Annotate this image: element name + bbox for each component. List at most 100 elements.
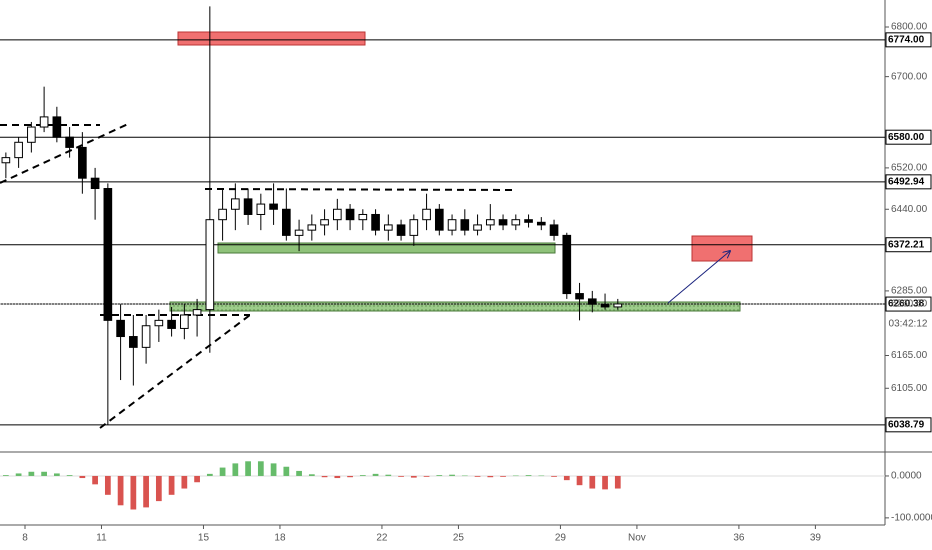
osc-bar xyxy=(232,463,239,476)
countdown: 03:42:12 xyxy=(889,319,928,330)
osc-bar xyxy=(181,475,188,489)
osc-bar xyxy=(487,475,494,478)
candle-body xyxy=(562,234,572,295)
level-label-box xyxy=(885,129,932,145)
osc-bar xyxy=(104,475,111,495)
candle-body xyxy=(256,203,266,215)
candle-body xyxy=(460,219,470,231)
osc-bar xyxy=(194,475,200,483)
candle-body xyxy=(218,208,227,221)
candle-body xyxy=(129,336,138,348)
osc-tick-label: 0.0000 xyxy=(891,471,922,482)
candle-body xyxy=(78,146,87,179)
candle-body xyxy=(320,219,329,226)
y-tick-label: 6520.00 xyxy=(891,163,928,174)
osc-bar xyxy=(206,473,213,476)
candle-body xyxy=(231,198,240,210)
osc-bar xyxy=(130,475,137,510)
osc-bar xyxy=(321,475,328,478)
candle-body xyxy=(141,325,151,348)
osc-tick-label: -100.0000 xyxy=(891,513,932,524)
osc-bar xyxy=(614,475,621,489)
candle-body xyxy=(549,224,559,236)
candle-body xyxy=(613,303,623,308)
osc-bar xyxy=(538,475,545,477)
drawings xyxy=(0,31,753,429)
osc-bar xyxy=(410,475,417,478)
osc-bar xyxy=(449,474,455,476)
osc-bar xyxy=(66,475,73,476)
x-tick-label: 22 xyxy=(376,533,388,544)
osc-bar xyxy=(461,475,468,477)
osc-bar xyxy=(500,475,506,477)
target-box xyxy=(691,235,753,262)
candle-body xyxy=(192,309,202,316)
trend-lines xyxy=(0,123,514,429)
candle-body xyxy=(600,303,610,308)
osc-bar xyxy=(602,475,608,490)
level-label-box xyxy=(885,237,932,253)
candle-body xyxy=(39,116,49,128)
x-tick-label: 29 xyxy=(555,533,567,544)
candle-body xyxy=(90,177,100,190)
candle-body xyxy=(383,224,393,231)
candle-body xyxy=(434,208,444,231)
resistance-box xyxy=(177,31,366,46)
osc-bar xyxy=(385,474,392,476)
candle-body xyxy=(524,219,533,223)
y-tick-label: 6800.00 xyxy=(891,22,928,33)
candle-body xyxy=(485,219,495,226)
level-label: 6580.00 xyxy=(888,132,925,143)
candle-body xyxy=(422,208,431,221)
x-tick-label: 18 xyxy=(274,533,286,544)
osc-bar xyxy=(143,475,149,508)
candle-body xyxy=(345,208,355,221)
osc-bar xyxy=(423,475,430,477)
osc-bar xyxy=(334,475,341,479)
osc-bar xyxy=(551,475,557,477)
candle-body xyxy=(282,208,291,236)
osc-bar xyxy=(245,461,251,476)
osc-bar xyxy=(589,475,596,489)
candle-body xyxy=(27,126,36,143)
x-tick-label: 39 xyxy=(810,533,822,544)
last-price-label: 6260.60 xyxy=(891,299,928,310)
osc-bar xyxy=(270,463,277,476)
y-tick-label: 6700.00 xyxy=(891,71,928,82)
dashed-line xyxy=(99,314,251,429)
dashed-line xyxy=(204,188,514,191)
x-tick-label: 15 xyxy=(198,533,210,544)
candle-body xyxy=(371,213,380,231)
candle-body xyxy=(587,298,597,305)
level-label-box xyxy=(885,296,932,312)
candle-body xyxy=(243,198,253,215)
x-tick-label: 8 xyxy=(22,533,28,544)
candle-body xyxy=(498,219,508,226)
osc-bar xyxy=(28,471,35,476)
candle-body xyxy=(536,221,546,226)
candle-body xyxy=(447,219,457,231)
x-tick-label: Nov xyxy=(628,533,646,544)
osc-bar xyxy=(359,475,366,476)
candle-body xyxy=(167,319,176,329)
osc-bar xyxy=(372,473,379,476)
candle-body xyxy=(358,213,368,221)
osc-bar xyxy=(219,467,226,476)
candle-body xyxy=(180,314,189,329)
level-label-box xyxy=(885,32,932,48)
level-label: 6774.00 xyxy=(888,34,925,45)
osc-bar xyxy=(92,475,98,485)
osc-bar xyxy=(308,474,315,476)
osc-bar xyxy=(257,461,264,476)
candle-body xyxy=(14,141,23,159)
candle-body xyxy=(307,224,317,231)
osc-bar xyxy=(436,475,443,476)
candle-body xyxy=(575,293,584,300)
osc-bar xyxy=(347,475,353,478)
osc-bar xyxy=(15,473,22,476)
y-tick-label: 6105.00 xyxy=(891,383,928,394)
candle-body xyxy=(116,319,125,338)
x-tick-label: 25 xyxy=(453,533,465,544)
osc-bar xyxy=(53,473,60,476)
